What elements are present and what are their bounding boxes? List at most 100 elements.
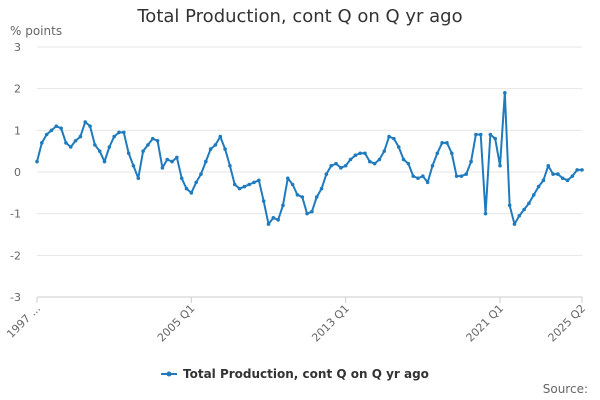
data-point[interactable] bbox=[40, 141, 44, 145]
data-point[interactable] bbox=[319, 186, 324, 191]
data-point[interactable] bbox=[49, 128, 54, 133]
data-point[interactable] bbox=[536, 184, 541, 189]
data-point[interactable] bbox=[208, 147, 213, 151]
data-point[interactable] bbox=[155, 138, 160, 143]
data-point[interactable] bbox=[560, 176, 565, 181]
data-point[interactable] bbox=[324, 172, 329, 176]
data-point[interactable] bbox=[160, 166, 165, 170]
data-point[interactable] bbox=[541, 178, 546, 183]
data-point[interactable] bbox=[237, 186, 242, 191]
data-point[interactable] bbox=[68, 145, 73, 149]
data-point[interactable] bbox=[170, 159, 174, 164]
data-point[interactable] bbox=[474, 132, 478, 137]
data-point[interactable] bbox=[44, 132, 49, 137]
data-point[interactable] bbox=[141, 149, 145, 153]
data-point[interactable] bbox=[556, 172, 560, 176]
data-point[interactable] bbox=[97, 149, 102, 153]
data-point[interactable] bbox=[179, 176, 184, 181]
data-point[interactable] bbox=[305, 211, 309, 216]
data-point[interactable] bbox=[531, 193, 536, 197]
data-point[interactable] bbox=[387, 134, 391, 139]
data-point[interactable] bbox=[122, 130, 126, 135]
data-point[interactable] bbox=[575, 168, 579, 172]
data-point[interactable] bbox=[503, 91, 507, 95]
data-point[interactable] bbox=[88, 124, 92, 128]
data-point[interactable] bbox=[348, 157, 353, 162]
data-point[interactable] bbox=[247, 182, 252, 187]
data-point[interactable] bbox=[416, 176, 420, 181]
legend[interactable]: Total Production, cont Q on Q yr ago bbox=[161, 367, 429, 381]
data-point[interactable] bbox=[189, 191, 194, 195]
data-point[interactable] bbox=[363, 151, 367, 156]
data-point[interactable] bbox=[54, 124, 59, 128]
data-point[interactable] bbox=[343, 163, 348, 168]
legend-item-label[interactable]: Total Production, cont Q on Q yr ago bbox=[183, 367, 429, 381]
data-point[interactable] bbox=[353, 153, 358, 158]
data-point[interactable] bbox=[512, 222, 517, 226]
data-point[interactable] bbox=[300, 195, 305, 199]
data-point[interactable] bbox=[184, 186, 189, 191]
data-point[interactable] bbox=[483, 211, 488, 216]
data-point[interactable] bbox=[78, 134, 83, 139]
data-point[interactable] bbox=[392, 136, 396, 141]
data-point[interactable] bbox=[358, 151, 362, 156]
data-point[interactable] bbox=[314, 195, 319, 199]
data-point[interactable] bbox=[150, 136, 155, 141]
data-point[interactable] bbox=[469, 159, 473, 164]
data-point[interactable] bbox=[83, 120, 88, 124]
data-point[interactable] bbox=[517, 213, 522, 218]
data-point[interactable] bbox=[204, 159, 208, 164]
data-point[interactable] bbox=[367, 159, 372, 164]
data-point[interactable] bbox=[107, 145, 112, 149]
data-point[interactable] bbox=[73, 138, 78, 143]
data-point[interactable] bbox=[126, 151, 131, 156]
data-point[interactable] bbox=[396, 145, 401, 149]
data-point[interactable] bbox=[372, 161, 377, 166]
data-point[interactable] bbox=[64, 141, 68, 145]
data-point[interactable] bbox=[430, 163, 435, 168]
data-point[interactable] bbox=[445, 141, 449, 145]
data-point[interactable] bbox=[551, 172, 555, 176]
data-point[interactable] bbox=[286, 176, 290, 181]
data-point[interactable] bbox=[213, 143, 218, 147]
data-point[interactable] bbox=[498, 163, 502, 168]
data-point[interactable] bbox=[165, 157, 170, 162]
data-point[interactable] bbox=[261, 199, 266, 203]
data-point[interactable] bbox=[136, 176, 141, 181]
data-point[interactable] bbox=[440, 141, 444, 145]
data-point[interactable] bbox=[59, 126, 63, 131]
data-point[interactable] bbox=[281, 203, 285, 208]
data-point[interactable] bbox=[454, 174, 459, 178]
data-point[interactable] bbox=[449, 151, 454, 156]
data-point[interactable] bbox=[464, 172, 469, 176]
data-point[interactable] bbox=[493, 136, 497, 141]
data-point[interactable] bbox=[329, 163, 334, 168]
data-point[interactable] bbox=[421, 174, 425, 178]
data-point[interactable] bbox=[411, 174, 415, 178]
data-point[interactable] bbox=[35, 159, 39, 164]
data-point[interactable] bbox=[271, 216, 276, 220]
data-point[interactable] bbox=[401, 157, 406, 162]
data-point[interactable] bbox=[507, 203, 512, 208]
data-point[interactable] bbox=[276, 218, 280, 222]
data-point[interactable] bbox=[478, 132, 483, 137]
data-point[interactable] bbox=[377, 157, 382, 162]
data-point[interactable] bbox=[295, 193, 300, 197]
data-point[interactable] bbox=[93, 143, 97, 147]
data-point[interactable] bbox=[175, 155, 179, 160]
data-point[interactable] bbox=[232, 182, 237, 187]
data-point[interactable] bbox=[310, 209, 314, 214]
data-point[interactable] bbox=[194, 180, 198, 185]
data-point[interactable] bbox=[252, 180, 256, 185]
data-point[interactable] bbox=[459, 174, 464, 178]
data-point[interactable] bbox=[146, 143, 150, 147]
data-point[interactable] bbox=[339, 166, 343, 170]
data-point[interactable] bbox=[425, 180, 430, 185]
data-point[interactable] bbox=[565, 178, 570, 183]
data-point[interactable] bbox=[435, 151, 440, 156]
data-point[interactable] bbox=[406, 161, 411, 166]
data-point[interactable] bbox=[131, 163, 136, 168]
data-point[interactable] bbox=[570, 174, 575, 178]
data-point[interactable] bbox=[488, 132, 493, 137]
data-point[interactable] bbox=[223, 147, 227, 151]
